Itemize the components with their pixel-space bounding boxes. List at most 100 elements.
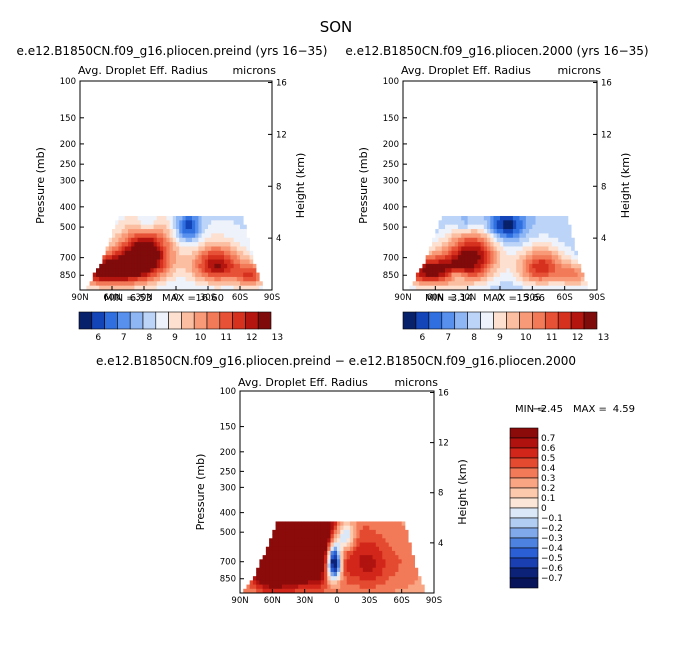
- heatmap-cell: [343, 576, 348, 581]
- heatmap-cell: [230, 281, 234, 287]
- heatmap-cell: [554, 276, 559, 282]
- panel-2: e.e12.B1850CN.f09_g16.pliocen.2000 (yrs …: [345, 44, 648, 343]
- heatmap-cell: [298, 542, 302, 548]
- heatmap-cell: [401, 550, 406, 556]
- heatmap-cell: [105, 285, 110, 291]
- heatmap-cell: [404, 559, 409, 564]
- heatmap-cell: [172, 229, 177, 234]
- heatmap-cell: [298, 584, 302, 590]
- heatmap-cell: [288, 525, 293, 531]
- heatmap-cell: [330, 546, 335, 552]
- heatmap-cell: [467, 224, 472, 230]
- heatmap-cell: [385, 550, 390, 556]
- heatmap-cell: [182, 220, 186, 226]
- heatmap-cell: [166, 259, 170, 265]
- heatmap-cell: [470, 263, 475, 269]
- heatmap-cell: [422, 268, 427, 273]
- heatmap-cell: [227, 220, 231, 226]
- heatmap-cell: [137, 246, 142, 252]
- heatmap-cell: [477, 224, 481, 230]
- heatmap-cell: [227, 268, 231, 273]
- heatmap-cell: [102, 272, 106, 278]
- heatmap-cell: [490, 224, 494, 230]
- heatmap-cell: [131, 215, 135, 221]
- heatmap-cell: [493, 229, 498, 234]
- heatmap-cell: [535, 229, 540, 234]
- heatmap-cell: [320, 576, 325, 581]
- heatmap-cell: [150, 263, 154, 269]
- heatmap-cell: [240, 259, 244, 265]
- heatmap-cell: [379, 529, 383, 535]
- heatmap-cell: [217, 220, 222, 226]
- heatmap-cell: [398, 588, 403, 594]
- heatmap-cell: [227, 215, 231, 221]
- heatmap-cell: [291, 555, 296, 560]
- heatmap-cell: [467, 272, 472, 278]
- heatmap-cell: [391, 576, 396, 581]
- x-tick-label: 30S: [361, 596, 377, 606]
- heatmap-cell: [493, 276, 498, 282]
- heatmap-cell: [503, 220, 507, 226]
- heatmap-cell: [324, 534, 328, 539]
- heatmap-cell: [144, 224, 148, 230]
- heatmap-cell: [137, 281, 142, 287]
- heatmap-cell: [512, 237, 517, 243]
- heatmap-cell: [343, 584, 348, 590]
- heatmap-cell: [236, 281, 241, 287]
- heatmap-cell: [166, 272, 170, 278]
- heatmap-cell: [118, 276, 122, 282]
- heatmap-cell: [379, 550, 383, 556]
- heatmap-cell: [353, 529, 357, 535]
- heatmap-cell: [317, 550, 322, 556]
- heatmap-cell: [217, 224, 222, 230]
- heatmap-cell: [519, 259, 524, 265]
- heatmap-cell: [320, 550, 325, 556]
- heatmap-cell: [185, 246, 190, 252]
- heatmap-cell: [204, 285, 209, 291]
- heatmap-cell: [551, 215, 556, 221]
- heatmap-cell: [294, 546, 299, 552]
- heatmap-cell: [220, 242, 225, 247]
- heatmap-cell: [150, 276, 154, 282]
- heatmap-cell: [224, 285, 228, 291]
- heatmap-cell: [163, 255, 167, 260]
- heatmap-cell: [353, 550, 357, 556]
- heatmap-cell: [337, 580, 341, 585]
- heatmap-cell: [337, 559, 341, 564]
- heatmap-cell: [188, 215, 193, 221]
- heatmap-cell: [108, 276, 113, 282]
- heatmap-cell: [454, 268, 459, 273]
- heatmap-cell: [538, 285, 543, 291]
- heatmap-cell: [182, 237, 186, 243]
- heatmap-cell: [529, 250, 533, 256]
- heatmap-cell: [176, 268, 180, 273]
- heatmap-cell: [532, 255, 536, 260]
- heatmap-cell: [395, 550, 399, 556]
- heatmap-cell: [496, 233, 501, 239]
- heatmap-cell: [441, 237, 446, 243]
- heatmap-cell: [233, 263, 238, 269]
- x-tick-label: 30S: [524, 293, 540, 303]
- heatmap-cell: [379, 534, 383, 539]
- heatmap-cell: [538, 263, 543, 269]
- heatmap-cell: [470, 255, 475, 260]
- colorbar-label: 0.1: [541, 494, 555, 504]
- x-tick-label: 90N: [71, 293, 88, 303]
- heatmap-cell: [522, 259, 527, 265]
- heatmap-cell: [382, 542, 386, 548]
- heatmap-cell: [343, 525, 348, 531]
- heatmap-cell: [516, 233, 520, 239]
- heatmap-cell: [121, 242, 126, 247]
- heatmap-cell: [153, 242, 158, 247]
- heatmap-cell: [333, 580, 338, 585]
- heatmap-cell: [382, 550, 386, 556]
- heatmap-cell: [448, 250, 452, 256]
- heatmap-cell: [201, 233, 206, 239]
- heatmap-cell: [448, 224, 452, 230]
- heatmap-cell: [311, 525, 315, 531]
- heatmap-cell: [118, 220, 122, 226]
- heatmap-cell: [176, 224, 180, 230]
- heatmap-cell: [551, 276, 556, 282]
- heatmap-cell: [327, 534, 331, 539]
- heatmap-cell: [176, 250, 180, 256]
